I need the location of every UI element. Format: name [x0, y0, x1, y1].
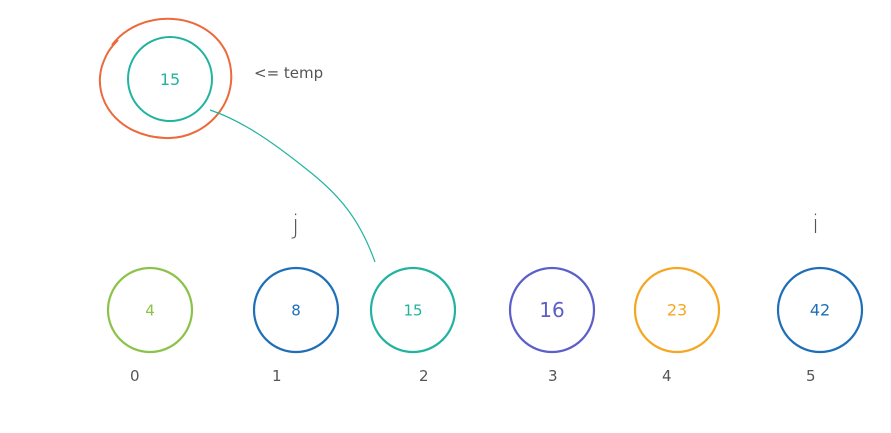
array-cell-value: 8: [291, 301, 301, 319]
array-cell-value: 42: [810, 301, 830, 320]
array-cell-circle: [633, 266, 721, 354]
pointer-j: j: [292, 210, 300, 240]
array-cell-value: 15: [403, 301, 422, 319]
temp-value: 15: [160, 70, 180, 89]
array-cell-circle: [508, 266, 596, 354]
array-cell-value: 16: [539, 298, 564, 322]
array-cell-circle: [252, 266, 340, 354]
array-cell-circle: [776, 266, 864, 354]
array-index-label: 4: [662, 367, 672, 385]
array-cell-circle: [369, 266, 457, 354]
array-cell-circle: [106, 266, 194, 354]
array-index-label: 0: [130, 367, 140, 385]
temp-inner-circle: [127, 36, 213, 122]
array-index-label: 5: [806, 367, 816, 385]
array-cell-value: 23: [667, 301, 687, 320]
temp-label: <= temp: [254, 64, 324, 82]
array-index-label: 1: [272, 367, 282, 385]
pointer-i: i: [812, 210, 820, 240]
array-index-label: 2: [419, 367, 429, 385]
temp-connector-line: [209, 109, 376, 263]
array-index-label: 3: [548, 367, 558, 385]
array-cell-value: 4: [145, 301, 155, 319]
temp-outer-circle: [98, 17, 233, 140]
